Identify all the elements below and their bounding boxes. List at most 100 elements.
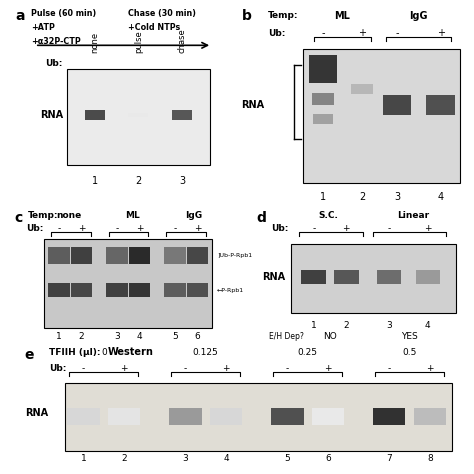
Bar — [334, 270, 358, 284]
Bar — [108, 408, 140, 425]
Bar — [311, 408, 344, 425]
Text: ]Ub-P-Rpb1: ]Ub-P-Rpb1 — [217, 253, 252, 258]
Bar — [71, 247, 92, 264]
Text: +Cold NTPs: +Cold NTPs — [128, 23, 181, 32]
Text: none: none — [90, 32, 99, 53]
Text: 3: 3 — [114, 332, 119, 341]
Text: 0.5: 0.5 — [402, 348, 417, 357]
Bar — [129, 247, 150, 264]
Text: +: + — [426, 365, 434, 374]
Text: none: none — [56, 211, 82, 220]
Text: Pulse (60 min): Pulse (60 min) — [31, 9, 96, 18]
Text: Ub:: Ub: — [46, 59, 63, 68]
Bar — [172, 109, 192, 120]
Text: -: - — [395, 28, 399, 38]
Text: -: - — [57, 224, 60, 233]
Text: -: - — [285, 365, 289, 374]
Text: NO: NO — [323, 332, 337, 341]
Text: b: b — [242, 9, 252, 24]
Text: 0: 0 — [101, 348, 107, 357]
Text: c: c — [14, 211, 23, 225]
Text: 1: 1 — [56, 332, 62, 341]
Bar — [301, 270, 326, 284]
Text: +: + — [358, 28, 366, 38]
Text: 2: 2 — [135, 176, 142, 186]
Text: ML: ML — [125, 211, 140, 220]
Text: +: + — [194, 224, 201, 233]
Bar — [312, 93, 334, 105]
Text: 2: 2 — [121, 455, 127, 463]
Bar — [164, 283, 186, 297]
Text: -: - — [115, 224, 118, 233]
Text: +: + — [120, 365, 128, 374]
Text: TFIIH (μl):: TFIIH (μl): — [49, 348, 100, 357]
Text: 1: 1 — [91, 176, 98, 186]
Text: -: - — [173, 224, 176, 233]
Text: -: - — [82, 365, 85, 374]
Bar — [44, 239, 212, 328]
Text: 6: 6 — [195, 332, 201, 341]
Bar — [85, 109, 105, 120]
Text: YES: YES — [401, 332, 418, 341]
Text: +ATP: +ATP — [31, 23, 55, 32]
Bar — [187, 247, 209, 264]
Text: RNA: RNA — [26, 408, 49, 419]
Text: +α32P-CTP: +α32P-CTP — [31, 37, 81, 46]
Text: IgG: IgG — [410, 11, 428, 21]
Bar — [210, 408, 242, 425]
Text: ←P-Rpb1: ←P-Rpb1 — [217, 288, 244, 292]
Text: 4: 4 — [438, 191, 444, 201]
Text: 3: 3 — [386, 321, 392, 330]
Text: +: + — [222, 365, 230, 374]
Text: Temp:: Temp: — [28, 211, 59, 220]
Text: Western: Western — [108, 346, 154, 356]
Bar — [71, 283, 92, 297]
Bar — [377, 270, 401, 284]
Text: Ub:: Ub: — [268, 29, 286, 38]
Text: -: - — [321, 28, 325, 38]
Text: Chase (30 min): Chase (30 min) — [128, 9, 196, 18]
Text: E/H Dep?: E/H Dep? — [269, 332, 304, 341]
Text: RNA: RNA — [241, 100, 264, 110]
Text: 3: 3 — [182, 455, 188, 463]
Text: 4: 4 — [223, 455, 229, 463]
Text: ML: ML — [335, 11, 350, 21]
Text: S.C.: S.C. — [318, 211, 338, 220]
Bar — [48, 283, 70, 297]
Text: -: - — [387, 224, 391, 233]
Text: +: + — [78, 224, 85, 233]
Bar — [67, 69, 210, 165]
Text: 3: 3 — [394, 191, 400, 201]
Text: 2: 2 — [359, 191, 365, 201]
Bar — [309, 55, 337, 83]
Bar — [313, 114, 333, 124]
Text: Ub:: Ub: — [49, 365, 66, 374]
Bar — [351, 84, 373, 94]
Text: RNA: RNA — [262, 272, 285, 283]
Text: e: e — [24, 348, 34, 363]
Bar — [271, 408, 303, 425]
Text: 1: 1 — [81, 455, 86, 463]
Bar — [67, 408, 100, 425]
Text: RNA: RNA — [40, 110, 63, 120]
Text: pulse: pulse — [134, 30, 143, 53]
Text: +: + — [324, 365, 332, 374]
Text: 4: 4 — [137, 332, 142, 341]
Bar — [129, 283, 150, 297]
Bar — [164, 247, 186, 264]
Bar — [169, 408, 201, 425]
Text: -: - — [312, 224, 315, 233]
Text: +: + — [424, 224, 432, 233]
Text: Ub:: Ub: — [271, 224, 288, 233]
Text: 2: 2 — [344, 321, 349, 330]
Text: 8: 8 — [427, 455, 433, 463]
Bar — [187, 283, 209, 297]
Bar — [426, 95, 455, 115]
Bar — [106, 247, 128, 264]
Text: Temp:: Temp: — [268, 11, 299, 20]
Text: 1: 1 — [320, 191, 326, 201]
Text: a: a — [15, 9, 25, 24]
Bar — [128, 113, 148, 117]
Text: +: + — [343, 224, 350, 233]
Bar — [416, 270, 440, 284]
